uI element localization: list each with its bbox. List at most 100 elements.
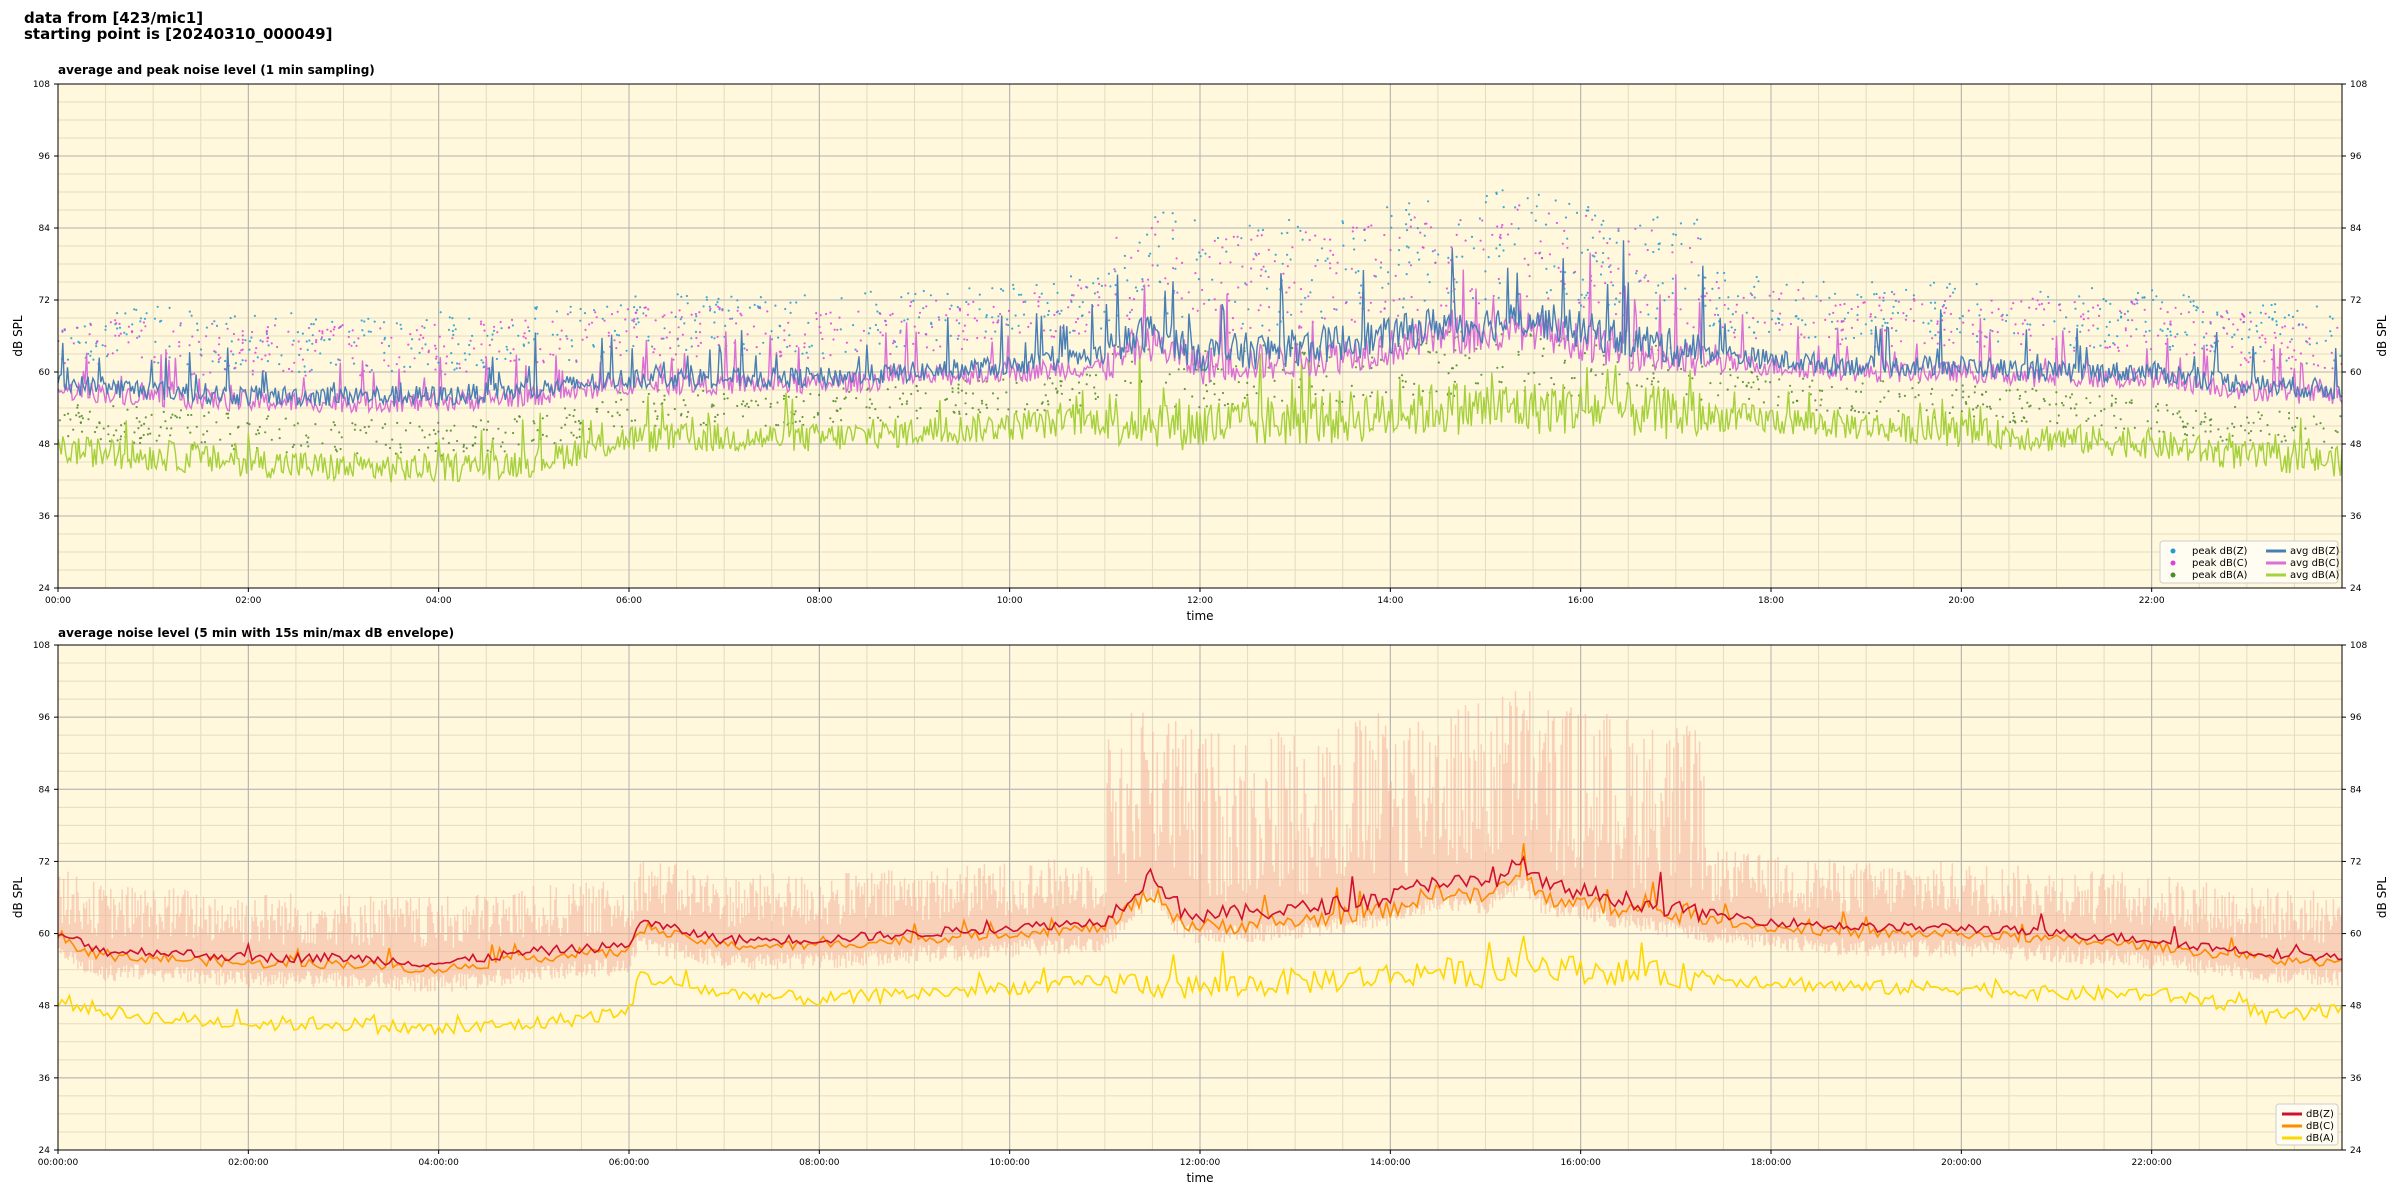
peak-c-point [153,361,156,364]
peak-z-point [1126,279,1129,282]
peak-z-point [1794,299,1797,302]
peak-c-point [1369,301,1372,304]
peak-c-point [1267,248,1270,251]
peak-c-point [217,353,220,356]
peak-z-point [1639,224,1642,227]
peak-z-point [679,318,682,321]
peak-z-point [1244,282,1247,285]
legend-label: dB(A) [2306,1133,2334,1144]
peak-z-point [1953,287,1956,290]
peak-z-point [593,309,596,312]
peak-c-point [308,370,311,373]
peak-c-point [2028,348,2031,352]
peak-c-point [1225,238,1228,241]
peak-c-point [1723,303,1726,307]
peak-c-point [299,347,302,350]
peak-z-point [2192,300,2195,303]
peak-z-point [1591,236,1594,239]
peak-c-point [1459,219,1462,222]
peak-c-point [2150,348,2153,351]
peak-c-point [1780,292,1783,295]
peak-z-point [1264,270,1267,273]
peak-z-point [1727,307,1730,310]
peak-z-point [779,325,782,328]
peak-z-point [186,363,189,366]
peak-z-point [991,316,994,319]
peak-c-point [1329,249,1332,252]
peak-z-point [1093,292,1096,295]
peak-c-point [1967,309,1970,312]
peak-z-point [1092,282,1095,285]
peak-z-point [615,333,619,336]
peak-z-point [131,323,134,326]
peak-z-point [1240,237,1243,240]
peak-z-point [1068,331,1071,334]
peak-c-point [508,326,511,329]
peak-z-point [1357,270,1360,273]
peak-z-point [1956,327,1959,331]
peak-z-point [1108,319,1111,322]
peak-z-point [70,337,73,340]
peak-z-point [320,338,323,341]
peak-z-point [2291,315,2295,318]
peak-c-point [1802,297,1805,300]
peak-z-point [1580,293,1583,296]
peak-z-point [619,304,623,307]
peak-c-point [1007,309,1011,312]
peak-c-point [2239,318,2242,321]
peak-c-point [815,312,818,315]
peak-c-point [287,330,290,333]
peak-z-point [495,357,498,361]
peak-c-point [1819,299,1822,302]
peak-z-point [1983,318,1986,321]
peak-z-point [296,331,299,334]
peak-z-point [491,333,494,336]
peak-z-point [1416,227,1419,230]
peak-z-point [504,357,507,360]
peak-z-point [1405,245,1408,248]
peak-c-point [1897,300,1900,303]
peak-z-point [1618,300,1621,303]
peak-z-point [1635,272,1638,275]
peak-c-point [699,322,702,325]
peak-z-point [2216,311,2219,314]
peak-z-point [329,361,332,364]
peak-z-point [1656,307,1659,310]
peak-z-point [1654,317,1658,320]
peak-z-point [1883,291,1886,295]
peak-z-point [224,359,227,363]
peak-z-point [266,360,269,363]
peak-z-point [878,342,881,345]
peak-c-point [2092,306,2095,309]
peak-z-point [1699,237,1702,241]
peak-c-point [932,349,935,352]
peak-c-point [892,339,895,342]
peak-z-point [124,312,127,315]
peak-z-point [1844,337,1847,340]
peak-c-point [368,370,371,374]
peak-c-point [2131,319,2134,322]
peak-c-point [1042,329,1046,332]
peak-c-point [1389,248,1392,252]
peak-z-point [1324,259,1327,262]
peak-c-point [559,338,562,341]
peak-z-point [2116,335,2119,338]
peak-z-point [491,338,494,341]
peak-z-point [686,302,689,305]
peak-z-point [400,327,403,330]
peak-z-point [298,353,301,357]
peak-z-point [1408,213,1411,216]
peak-z-point [1405,229,1409,232]
peak-z-point [168,306,171,309]
peak-z-point [1024,300,1027,303]
peak-c-point [595,316,598,319]
peak-z-point [1310,279,1313,282]
peak-z-point [2108,320,2111,324]
peak-z-point [743,347,746,350]
peak-z-point [2116,319,2120,322]
peak-z-point [2256,330,2259,333]
peak-c-point [409,333,412,336]
peak-z-point [1723,279,1727,282]
peak-c-point [2087,317,2090,320]
